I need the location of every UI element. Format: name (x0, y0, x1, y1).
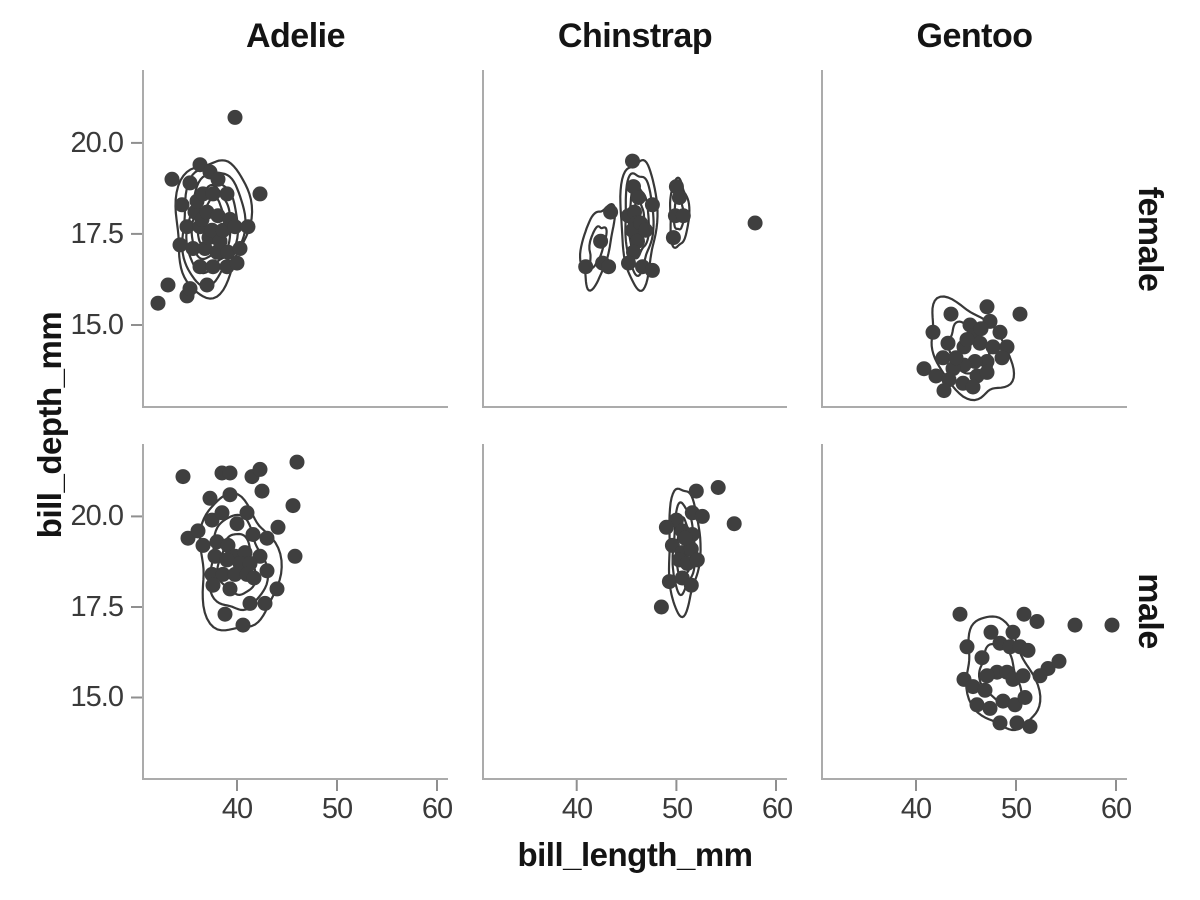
y-tick-label: 15.0 (70, 309, 124, 341)
facet-col-title-adelie: Adelie (245, 17, 346, 55)
x-tick-label: 60 (421, 793, 453, 825)
x-tick-label: 40 (900, 793, 932, 825)
y-axis-label: bill_depth_mm (31, 311, 68, 539)
x-tick-label: 50 (1000, 793, 1032, 825)
x-tick-label: 40 (221, 793, 253, 825)
y-tick-label: 20.0 (70, 500, 124, 532)
y-tick-label: 17.5 (70, 218, 124, 250)
facet-row-label-male: male (1131, 573, 1169, 649)
x-tick-label: 60 (761, 793, 793, 825)
facet-row-label-female: female (1131, 186, 1169, 292)
facet-col-title-chinstrap: Chinstrap (557, 17, 713, 55)
x-tick-label: 40 (561, 793, 593, 825)
facet-col-title-gentoo: Gentoo (916, 17, 1033, 55)
y-tick-label: 17.5 (70, 591, 124, 623)
x-axis-label: bill_length_mm (517, 836, 753, 873)
x-tick-label: 60 (1100, 793, 1132, 825)
x-tick-label: 50 (321, 793, 353, 825)
x-tick-label: 50 (661, 793, 693, 825)
y-tick-label: 20.0 (70, 127, 124, 159)
y-tick-label: 15.0 (70, 681, 124, 713)
